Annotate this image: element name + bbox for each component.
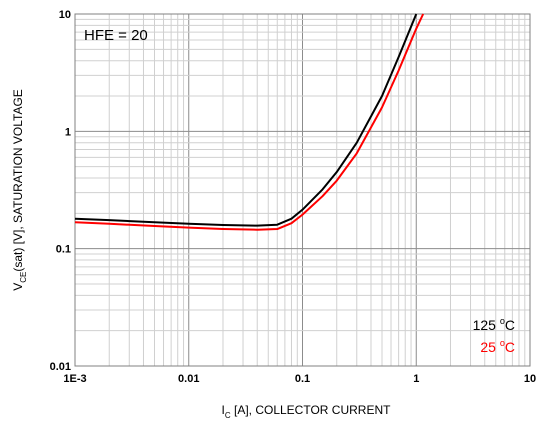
grid [74,14,530,367]
x-axis-label-main: I [222,403,225,417]
legend: 125 oC 25 oC [473,316,515,355]
y-tick-label: 0.01 [50,361,71,373]
x-axis-label: IC [A], COLLECTOR CURRENT [222,403,392,420]
x-tick-label: 10 [524,373,536,385]
x-tick-label: 1E-3 [63,373,86,385]
hfe-annotation: HFE = 20 [84,27,148,44]
legend-125c-main: 125 [473,317,500,333]
legend-125c-degree: o [500,316,505,326]
x-axis-label-rest: [A], COLLECTOR CURRENT [231,403,391,417]
plot-frame [74,13,531,367]
series-line-25c [74,13,425,231]
legend-25c-main: 25 [480,339,499,355]
series-line-125c [74,13,418,227]
y-tick-label: 10 [59,9,71,21]
legend-125c-unit: C [505,317,515,333]
y-axis-label-sub: CE [19,272,28,283]
y-axis-label-rest: (sat) [V], SATURATION VOLTAGE [11,89,25,271]
x-axis-label-sub: C [225,411,231,420]
series-layer [74,13,425,231]
svg-text:VCE(sat) [V], SATURATION VOLTA: VCE(sat) [V], SATURATION VOLTAGE [11,89,28,291]
legend-25c-unit: C [505,339,515,355]
y-axis-label-main: V [11,283,25,291]
legend-entry-25c: 25 oC [480,338,515,355]
legend-entry-125c: 125 oC [473,316,515,333]
x-tick-label: 0.01 [178,373,199,385]
x-tick-label: 1 [413,373,419,385]
y-tick-label: 1 [65,126,71,138]
svg-text:IC [A], COLLECTOR CURRENT: IC [A], COLLECTOR CURRENT [222,403,392,420]
legend-25c-degree: o [500,338,505,348]
y-tick-label: 0.1 [56,244,71,256]
y-axis-label: VCE(sat) [V], SATURATION VOLTAGE [11,89,28,291]
x-tick-label: 0.1 [295,373,310,385]
